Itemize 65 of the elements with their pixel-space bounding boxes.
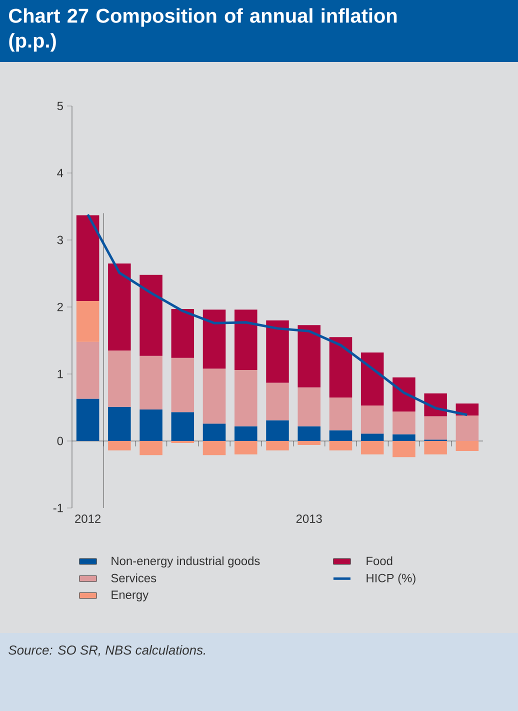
chart-title: Chart 27 Composition of annual inflation (p.p.) (9, 8, 397, 52)
bar (202, 440, 226, 456)
bar (360, 434, 384, 441)
bar (266, 382, 289, 420)
source-note: Source: SO SR, NBS calculations. (8, 645, 206, 656)
bar (329, 430, 352, 441)
x-tick-label: 2013 (296, 514, 322, 523)
legend-label: HICP (%) (366, 574, 416, 585)
bar (456, 440, 479, 452)
y-tick-label: 1 (58, 370, 63, 378)
bar (298, 387, 320, 426)
bar (424, 440, 447, 454)
y-tick-label: 4 (57, 168, 64, 178)
bar (140, 274, 162, 356)
bar (266, 320, 289, 383)
bar (266, 420, 289, 441)
bar (360, 405, 384, 434)
y-tick-label: -1 (53, 504, 63, 512)
bar (298, 426, 320, 441)
bar (360, 352, 384, 406)
bar (108, 350, 131, 407)
bar (392, 377, 416, 412)
bar (360, 440, 384, 454)
bar (171, 440, 194, 444)
bar (298, 440, 320, 446)
bar (329, 337, 352, 398)
bar (76, 300, 100, 342)
y-tick-label: 2 (57, 302, 63, 312)
bar (140, 410, 162, 441)
bar (234, 310, 258, 370)
bar (76, 215, 100, 301)
bar (108, 406, 131, 441)
bar (140, 356, 162, 410)
bar (202, 424, 226, 441)
y-tick-label: 5 (57, 102, 63, 110)
bar (298, 325, 320, 388)
bar (108, 440, 131, 450)
legend-label: Energy (112, 590, 149, 602)
bar (392, 412, 416, 434)
y-tick-label: 0 (57, 436, 64, 446)
bar (202, 310, 226, 369)
legend-label: Food (366, 556, 392, 566)
bar (329, 440, 352, 450)
bar (392, 434, 416, 441)
legend-label: Services (111, 574, 156, 582)
bar (140, 440, 162, 456)
bar (76, 342, 100, 399)
bar (234, 426, 258, 441)
line-series (86, 213, 468, 416)
bar (171, 412, 194, 441)
bar (424, 416, 447, 440)
bar (76, 398, 100, 441)
bar (202, 368, 226, 424)
bar (456, 416, 479, 441)
bar (108, 263, 131, 351)
legend-label: Non-energy industrial goods (112, 556, 260, 568)
bar (171, 309, 194, 358)
bar (266, 440, 289, 450)
bar (234, 370, 258, 426)
bar (171, 358, 194, 412)
y-tick-label: 3 (57, 236, 63, 244)
bar (234, 440, 258, 454)
x-tick-label: 2012 (75, 514, 100, 523)
bar (392, 440, 416, 458)
bar (329, 397, 352, 430)
